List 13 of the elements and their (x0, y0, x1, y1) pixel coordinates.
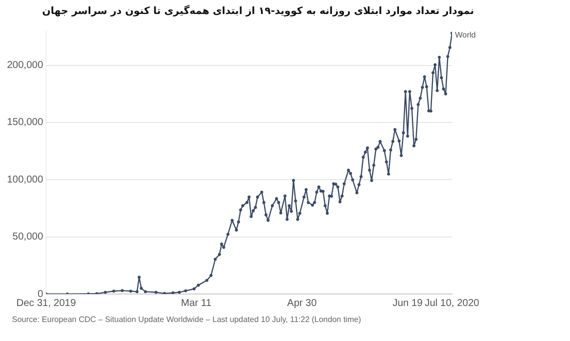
y-tick-label: 150,000 (6, 117, 44, 128)
y-tick-label: 50,000 (12, 232, 44, 243)
y-tick-label: 100,000 (6, 174, 44, 186)
x-tick-label: Jun 19 (392, 298, 424, 309)
x-tick-label: Dec 31, 2019 (16, 298, 76, 309)
y-tick-label: 200,000 (6, 60, 44, 72)
chart-title: نمودار تعداد موارد ابتلای روزانه به کووید-۱۹ از ابتدای همه‌گیری تا کنون در سراسر جهان (41, 4, 474, 19)
source-note: Source: European CDC – Situation Update Worldwide – Last updated 10 July, 11:22 (London time) (12, 315, 362, 324)
x-tick-label: Apr 30 (287, 298, 318, 309)
x-tick-label: Jul 10, 2020 (424, 298, 480, 309)
x-tick-label: Mar 11 (181, 298, 212, 309)
series-label: World (455, 30, 476, 40)
y-tick-label: 0 (38, 288, 44, 300)
